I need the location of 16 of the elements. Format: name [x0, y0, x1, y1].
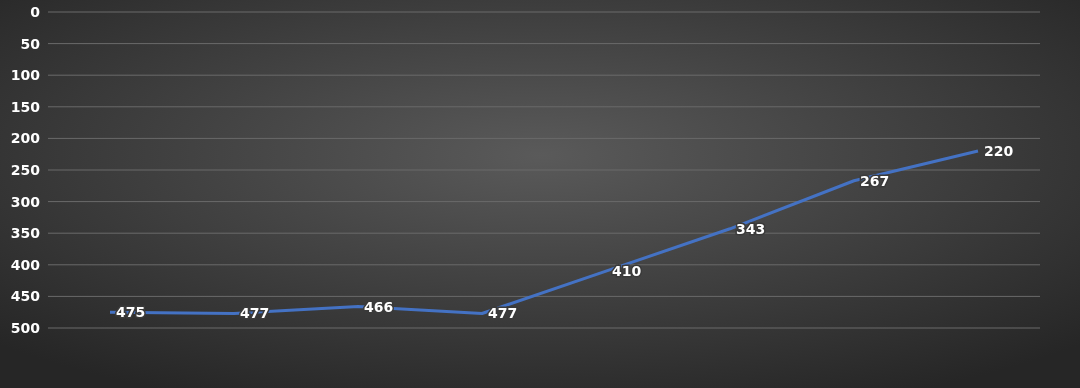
y-tick-label: 450	[10, 288, 41, 305]
y-tick-label: 500	[10, 319, 41, 336]
data-label: 477	[488, 305, 518, 322]
y-tick-label: 300	[10, 193, 41, 210]
data-label: 410	[612, 263, 642, 280]
y-tick-label: 50	[20, 35, 41, 52]
data-label: 267	[860, 172, 890, 189]
y-tick-label: 250	[10, 161, 41, 178]
data-label: 343	[736, 220, 766, 237]
y-tick-label: 0	[30, 3, 41, 20]
y-tick-label: 150	[10, 98, 41, 115]
y-tick-label: 400	[10, 256, 41, 273]
y-tick-label: 100	[10, 67, 41, 84]
data-label: 220	[984, 143, 1014, 160]
y-tick-label: 350	[10, 225, 41, 242]
y-tick-label: 200	[10, 130, 41, 147]
